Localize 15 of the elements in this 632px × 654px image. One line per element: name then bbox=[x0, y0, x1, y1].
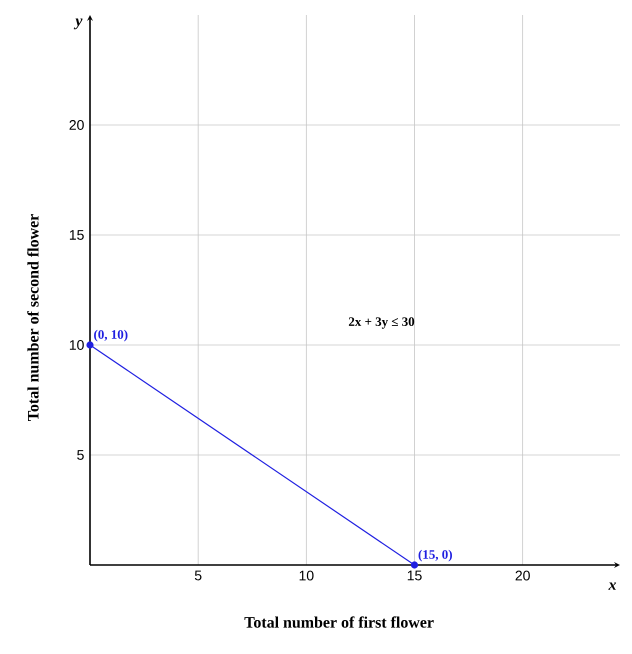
y-axis-title: Total number of second flower bbox=[27, 214, 39, 422]
annotation: 2x + 3y ≤ 30 bbox=[348, 317, 414, 329]
y-tick-label: 5 bbox=[77, 450, 84, 460]
annotation: (15, 0) bbox=[418, 550, 452, 562]
x-tick-label: 10 bbox=[300, 570, 314, 581]
annotation: (0, 10) bbox=[94, 330, 128, 342]
y-tick-label: 10 bbox=[70, 340, 84, 350]
y-tick-label: 20 bbox=[70, 120, 84, 130]
x-axis-title: Total number of first flower bbox=[244, 616, 434, 628]
y-tick-label: 15 bbox=[70, 230, 84, 240]
x-tick-label: 20 bbox=[516, 570, 530, 581]
text: x bbox=[608, 582, 616, 590]
x-tick-label: 15 bbox=[408, 570, 422, 580]
x-tick-label: 5 bbox=[194, 570, 202, 580]
text: y bbox=[74, 18, 82, 30]
